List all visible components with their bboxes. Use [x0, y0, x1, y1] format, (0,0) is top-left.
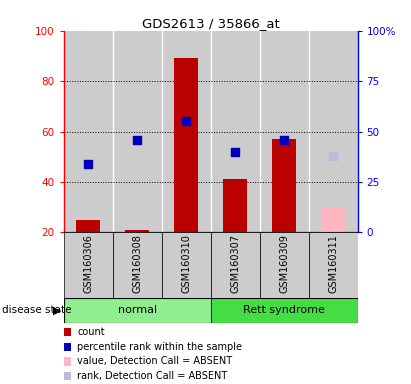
Bar — [211, 232, 260, 298]
Text: value, Detection Call = ABSENT: value, Detection Call = ABSENT — [77, 356, 232, 366]
Point — [183, 118, 189, 124]
Bar — [260, 232, 309, 298]
Bar — [211, 31, 260, 232]
Bar — [125, 230, 150, 232]
Text: percentile rank within the sample: percentile rank within the sample — [77, 342, 242, 352]
Text: count: count — [77, 327, 105, 337]
Text: GSM160308: GSM160308 — [132, 234, 142, 293]
Bar — [321, 207, 345, 232]
Text: GSM160306: GSM160306 — [83, 234, 93, 293]
Bar — [162, 232, 211, 298]
Bar — [174, 58, 199, 232]
Point — [134, 136, 141, 142]
Text: Rett syndrome: Rett syndrome — [243, 305, 325, 315]
Text: GSM160309: GSM160309 — [279, 234, 289, 293]
Text: normal: normal — [118, 305, 157, 315]
Bar — [113, 31, 162, 232]
Text: GSM160311: GSM160311 — [328, 234, 338, 293]
Text: GSM160307: GSM160307 — [230, 234, 240, 293]
Bar — [309, 232, 358, 298]
Point — [330, 152, 336, 159]
Text: GSM160310: GSM160310 — [181, 234, 191, 293]
Text: disease state: disease state — [2, 305, 72, 315]
Bar — [64, 232, 113, 298]
Bar — [64, 31, 113, 232]
Bar — [211, 298, 358, 323]
Point — [85, 161, 92, 167]
Point — [281, 136, 287, 142]
Bar — [272, 139, 296, 232]
Text: rank, Detection Call = ABSENT: rank, Detection Call = ABSENT — [77, 371, 228, 381]
Point — [232, 149, 238, 155]
Bar — [113, 232, 162, 298]
Bar — [260, 31, 309, 232]
Bar — [309, 31, 358, 232]
Title: GDS2613 / 35866_at: GDS2613 / 35866_at — [142, 17, 279, 30]
Bar — [162, 31, 211, 232]
Bar — [64, 298, 210, 323]
Text: ▶: ▶ — [53, 305, 61, 315]
Bar — [223, 179, 247, 232]
Bar — [76, 220, 100, 232]
